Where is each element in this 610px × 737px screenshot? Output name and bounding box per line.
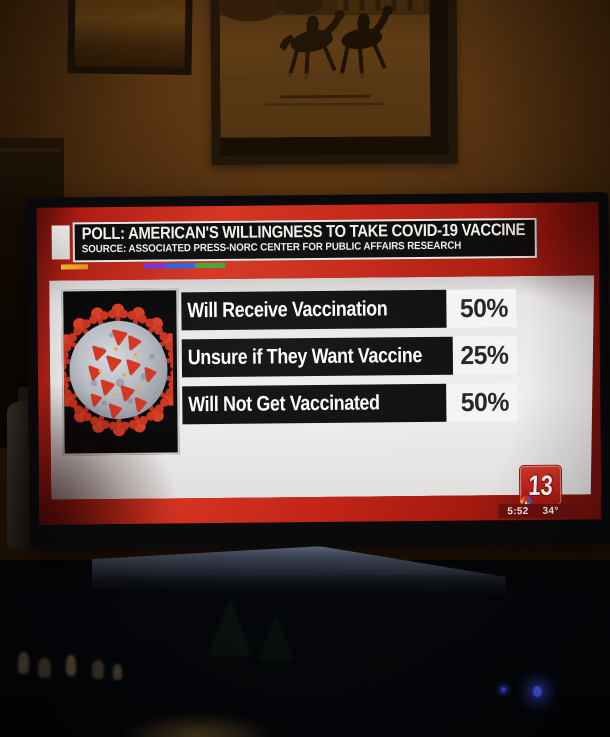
poll-row-value: 50% bbox=[461, 386, 510, 418]
horse-print-image bbox=[219, 0, 431, 138]
shadow-overlay bbox=[74, 0, 186, 68]
figurine-silhouette bbox=[38, 658, 51, 678]
tv-screen: POLL: AMERICAN'S WILLINGNESS TO TAKE COV… bbox=[36, 202, 602, 525]
poll-row-label: Will Not Get Vaccinated bbox=[188, 391, 380, 417]
dark-floor bbox=[0, 575, 610, 737]
poll-rows: Will Receive Vaccination 50% Unsure if T… bbox=[181, 289, 517, 433]
mini-tree-silhouette bbox=[258, 612, 294, 660]
temperature: 34° bbox=[542, 505, 559, 517]
poll-row-bar: Will Not Get Vaccinated bbox=[182, 384, 446, 425]
coronavirus-illustration bbox=[63, 290, 174, 449]
accent-strip-blue bbox=[164, 263, 196, 269]
poll-row-label: Unsure if They Want Vaccine bbox=[187, 344, 423, 370]
power-led bbox=[501, 687, 506, 692]
clock-time: 5:52 bbox=[507, 505, 529, 517]
small-framed-print bbox=[67, 0, 193, 75]
poll-row-value: 25% bbox=[460, 339, 509, 371]
figurine-silhouette bbox=[66, 655, 76, 676]
horse-print-frame bbox=[210, 0, 458, 165]
television: POLL: AMERICAN'S WILLINGNESS TO TAKE COV… bbox=[26, 192, 610, 550]
poll-row: Will Not Get Vaccinated 50% bbox=[182, 383, 517, 424]
poll-panel: Will Receive Vaccination 50% Unsure if T… bbox=[49, 275, 596, 499]
header-accent-tab bbox=[51, 225, 70, 260]
poll-row-bar: Will Receive Vaccination bbox=[181, 290, 446, 331]
poll-row: Unsure if They Want Vaccine 25% bbox=[182, 336, 517, 377]
figurine-silhouette bbox=[92, 660, 104, 679]
poll-headline-bar: POLL: AMERICAN'S WILLINGNESS TO TAKE COV… bbox=[72, 217, 537, 263]
accent-strip-orange bbox=[60, 264, 89, 270]
poll-row-value: 50% bbox=[460, 292, 509, 324]
coronavirus-image bbox=[61, 288, 180, 455]
poll-row-bar: Unsure if They Want Vaccine bbox=[182, 337, 453, 378]
power-led bbox=[533, 686, 542, 697]
poll-row-label: Will Receive Vaccination bbox=[187, 297, 388, 323]
mini-tree-silhouette bbox=[208, 598, 252, 656]
shadow-overlay bbox=[219, 0, 449, 156]
time-temp-strip: 5:52 34° bbox=[498, 503, 581, 519]
channel-13-logo: 13 bbox=[519, 465, 562, 507]
poll-row: Will Receive Vaccination 50% bbox=[181, 289, 516, 330]
accent-strip-green bbox=[194, 262, 226, 269]
figurine-silhouette bbox=[18, 652, 29, 674]
lamp-glow bbox=[118, 714, 278, 737]
accent-strip-purple bbox=[143, 263, 166, 269]
figurine-silhouette bbox=[113, 664, 122, 680]
